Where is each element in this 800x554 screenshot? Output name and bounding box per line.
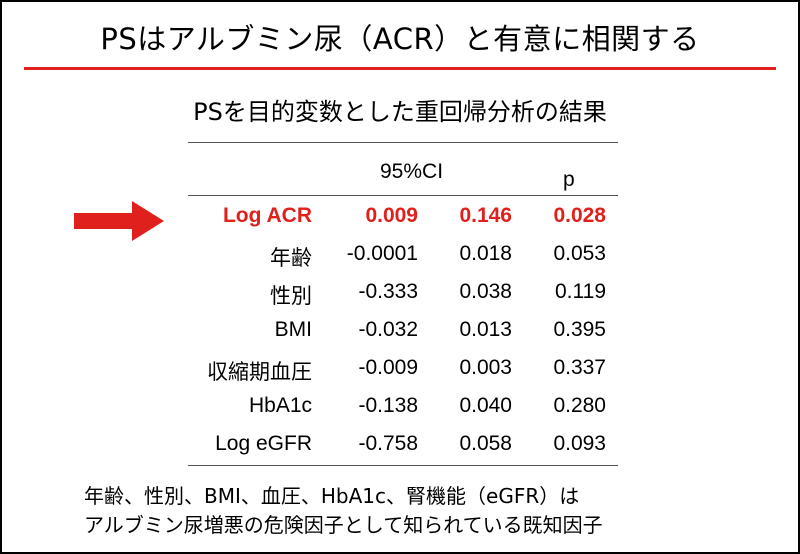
row-p: 0.053 <box>553 242 606 265</box>
table-row-sbp: 収縮期血圧 -0.009 0.003 0.337 <box>188 356 618 392</box>
table-bottom-rule <box>188 465 618 466</box>
row-ci: 0.146 <box>459 204 512 227</box>
row-label: Log eGFR <box>215 432 312 455</box>
row-ci: 0.058 <box>459 432 512 455</box>
row-ci: 0.040 <box>459 394 512 417</box>
footnote-line-1: 年齢、性別、BMI、血圧、HbA1c、腎機能（eGFR）は <box>84 484 580 508</box>
footnote: 年齢、性別、BMI、血圧、HbA1c、腎機能（eGFR）は アルブミン尿増悪の危… <box>84 482 603 540</box>
right-arrow-icon <box>74 201 164 241</box>
slide-subtitle: PSを目的変数とした重回帰分析の結果 <box>193 98 607 126</box>
table-row-bmi: BMI -0.032 0.013 0.395 <box>188 318 618 354</box>
row-coef: -0.009 <box>358 356 418 379</box>
title-underline <box>24 67 776 70</box>
row-p: 0.093 <box>553 432 606 455</box>
row-label: 性別 <box>270 285 312 308</box>
row-p: 0.119 <box>555 280 606 303</box>
row-label: Log ACR <box>222 204 312 227</box>
row-ci: 0.038 <box>459 280 512 303</box>
row-p: 0.028 <box>553 204 606 227</box>
row-label: HbA1c <box>248 394 312 417</box>
row-coef: -0.0001 <box>346 242 418 265</box>
table-row-log-acr: Log ACR 0.009 0.146 0.028 <box>188 204 618 240</box>
row-ci: 0.003 <box>459 356 512 379</box>
row-coef: -0.333 <box>358 280 418 303</box>
row-label: BMI <box>274 318 312 341</box>
row-label: 収縮期血圧 <box>207 361 312 384</box>
row-coef: -0.758 <box>358 432 418 455</box>
header-p: p <box>563 168 575 191</box>
table-header-rule <box>188 195 618 196</box>
header-95ci: 95%CI <box>380 160 444 183</box>
row-label: 年齢 <box>270 247 312 270</box>
row-p: 0.280 <box>553 394 606 417</box>
slide-title: PSはアルブミン尿（ACR）と有意に相関する <box>100 22 700 56</box>
row-coef: -0.032 <box>358 318 418 341</box>
table-row-hba1c: HbA1c -0.138 0.040 0.280 <box>188 394 618 430</box>
row-ci: 0.013 <box>459 318 512 341</box>
table-row-sex: 性別 -0.333 0.038 0.119 <box>188 280 618 316</box>
row-p: 0.337 <box>553 356 606 379</box>
table-top-rule <box>188 142 618 143</box>
row-coef: 0.009 <box>365 204 418 227</box>
row-p: 0.395 <box>553 318 606 341</box>
row-ci: 0.018 <box>459 242 512 265</box>
row-coef: -0.138 <box>358 394 418 417</box>
footnote-line-2: アルブミン尿増悪の危険因子として知られている既知因子 <box>84 513 603 537</box>
table-row-log-egfr: Log eGFR -0.758 0.058 0.093 <box>188 432 618 468</box>
table-row-age: 年齢 -0.0001 0.018 0.053 <box>188 242 618 278</box>
